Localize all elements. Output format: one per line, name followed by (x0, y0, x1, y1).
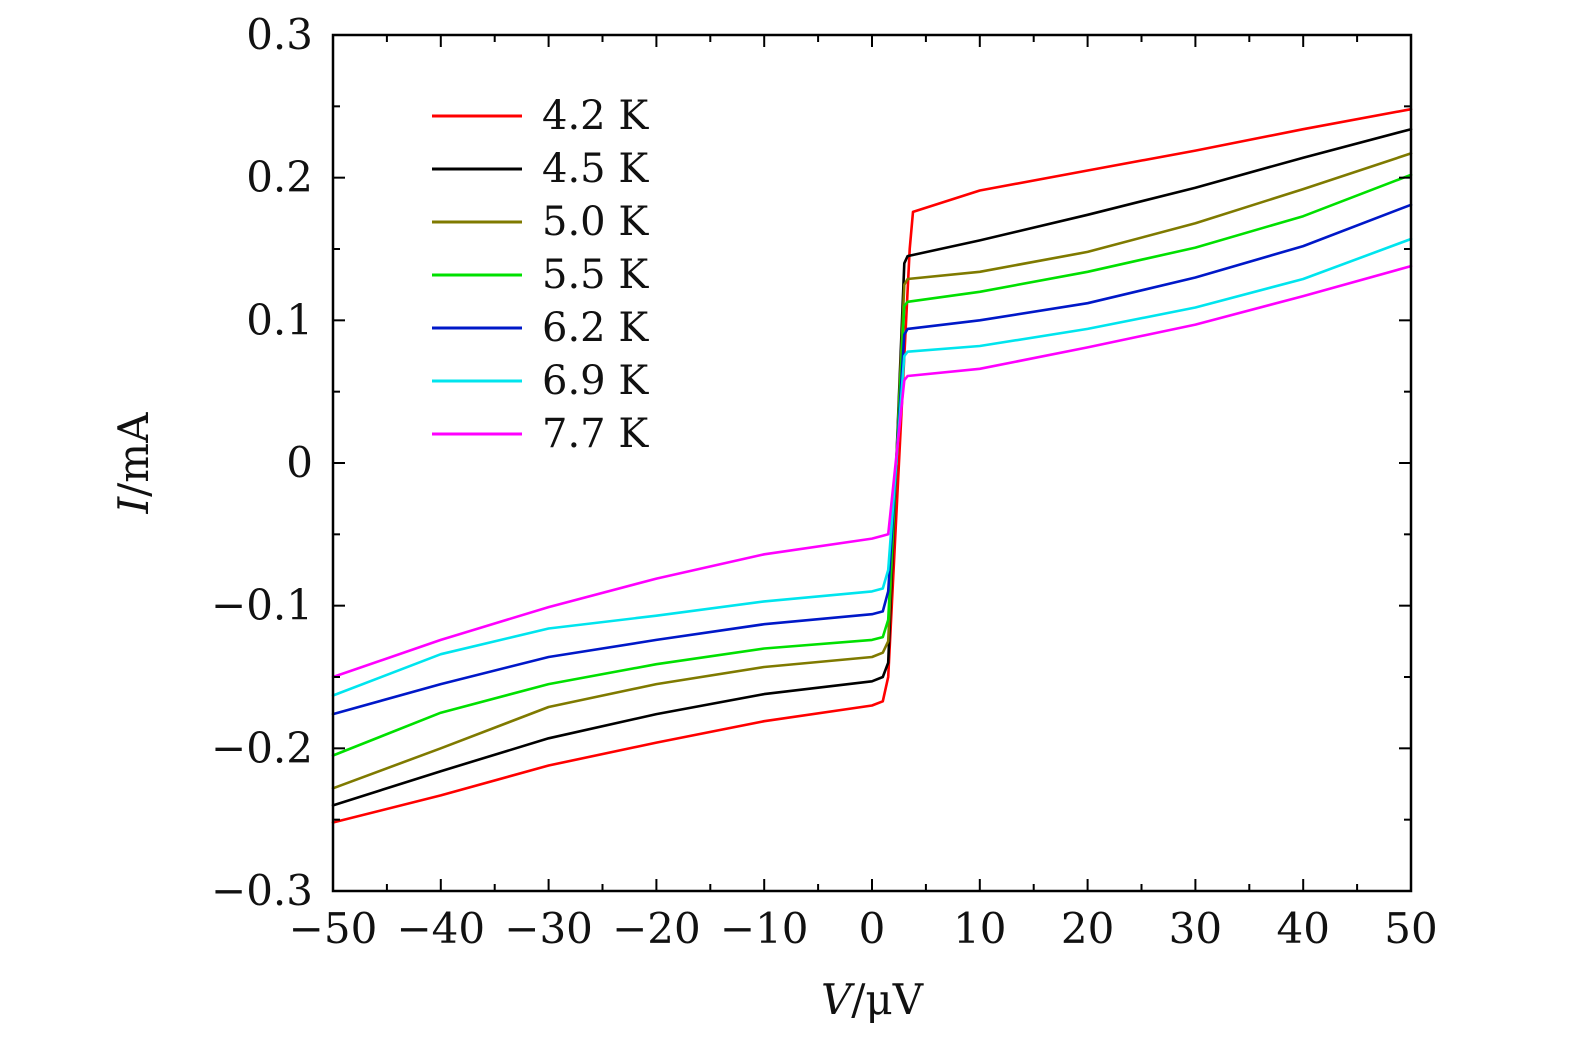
x-tick-label: 50 (1384, 904, 1437, 953)
legend-label: 4.5 K (542, 146, 649, 192)
x-tick-label: −20 (612, 904, 701, 953)
x-tick-label: −50 (289, 904, 378, 953)
y-axis-unit: /mA (109, 412, 158, 497)
series-layer (331, 107, 1413, 824)
legend: 4.2 K 4.5 K 5.0 K 5.5 K 6.2 K 6.9 K 7.7 K (432, 93, 649, 457)
y-tick-label: −0.3 (211, 866, 313, 915)
x-tick-label: 20 (1061, 904, 1114, 953)
y-axis-variable: I (109, 495, 158, 514)
x-tick-label: −40 (396, 904, 485, 953)
y-tick-label: 0.3 (246, 10, 313, 59)
series-line-5 (331, 237, 1413, 697)
x-axis-title: V/μV (821, 975, 924, 1024)
legend-label: 5.5 K (542, 252, 649, 298)
y-tick-label: 0.1 (246, 295, 313, 344)
legend-label: 7.7 K (542, 411, 649, 457)
x-axis-unit: /μV (851, 975, 923, 1024)
x-tick-label: −10 (720, 904, 809, 953)
series-line-0 (331, 107, 1413, 824)
series-line-2 (331, 152, 1413, 790)
x-tick-label: −30 (504, 904, 593, 953)
series-line-6 (331, 264, 1413, 679)
legend-label: 6.9 K (542, 358, 649, 404)
y-tick-label: 0 (286, 438, 313, 487)
series-line-1 (331, 127, 1413, 807)
x-axis: −50 −40 −30 −20 −10 0 10 20 30 40 50 (289, 35, 1438, 953)
series-line-4 (331, 203, 1413, 716)
series-line-3 (331, 173, 1413, 757)
y-tick-label: −0.2 (211, 723, 313, 772)
legend-label: 4.2 K (542, 93, 649, 139)
x-tick-label: 40 (1276, 904, 1329, 953)
x-tick-label: 10 (953, 904, 1006, 953)
y-axis-title: I/mA (109, 412, 158, 515)
y-tick-label: 0.2 (246, 153, 313, 202)
y-axis: −0.3 −0.2 −0.1 0 0.1 0.2 0.3 (211, 10, 1411, 915)
legend-label: 5.0 K (542, 199, 649, 245)
legend-label: 6.2 K (542, 305, 649, 351)
x-tick-label: 30 (1169, 904, 1222, 953)
x-tick-label: 0 (859, 904, 886, 953)
x-axis-variable: V (821, 975, 855, 1024)
y-tick-label: −0.1 (211, 581, 313, 630)
plot-frame (331, 33, 1413, 893)
